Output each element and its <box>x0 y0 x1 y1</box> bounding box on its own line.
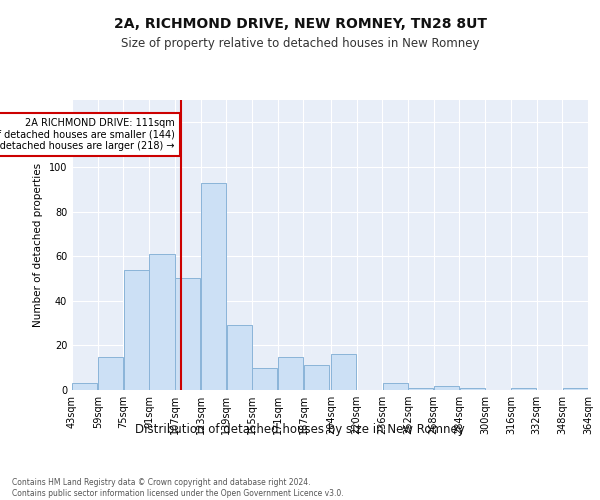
Bar <box>227 326 252 390</box>
Bar <box>278 356 303 390</box>
Bar <box>149 254 175 390</box>
Bar <box>201 182 226 390</box>
Bar <box>383 384 408 390</box>
Bar <box>331 354 356 390</box>
Bar <box>98 356 123 390</box>
Text: Size of property relative to detached houses in New Romney: Size of property relative to detached ho… <box>121 38 479 51</box>
Text: 2A, RICHMOND DRIVE, NEW ROMNEY, TN28 8UT: 2A, RICHMOND DRIVE, NEW ROMNEY, TN28 8UT <box>113 18 487 32</box>
Text: Distribution of detached houses by size in New Romney: Distribution of detached houses by size … <box>135 422 465 436</box>
Text: 2A RICHMOND DRIVE: 111sqm
← 40% of detached houses are smaller (144)
60% of semi: 2A RICHMOND DRIVE: 111sqm ← 40% of detac… <box>0 118 175 151</box>
Bar <box>304 366 329 390</box>
Bar <box>124 270 149 390</box>
Bar <box>511 388 536 390</box>
Bar <box>408 388 433 390</box>
Bar <box>175 278 200 390</box>
Bar <box>72 384 97 390</box>
Bar <box>252 368 277 390</box>
Y-axis label: Number of detached properties: Number of detached properties <box>33 163 43 327</box>
Bar <box>460 388 485 390</box>
Bar <box>434 386 459 390</box>
Text: Contains HM Land Registry data © Crown copyright and database right 2024.
Contai: Contains HM Land Registry data © Crown c… <box>12 478 344 498</box>
Bar <box>563 388 588 390</box>
